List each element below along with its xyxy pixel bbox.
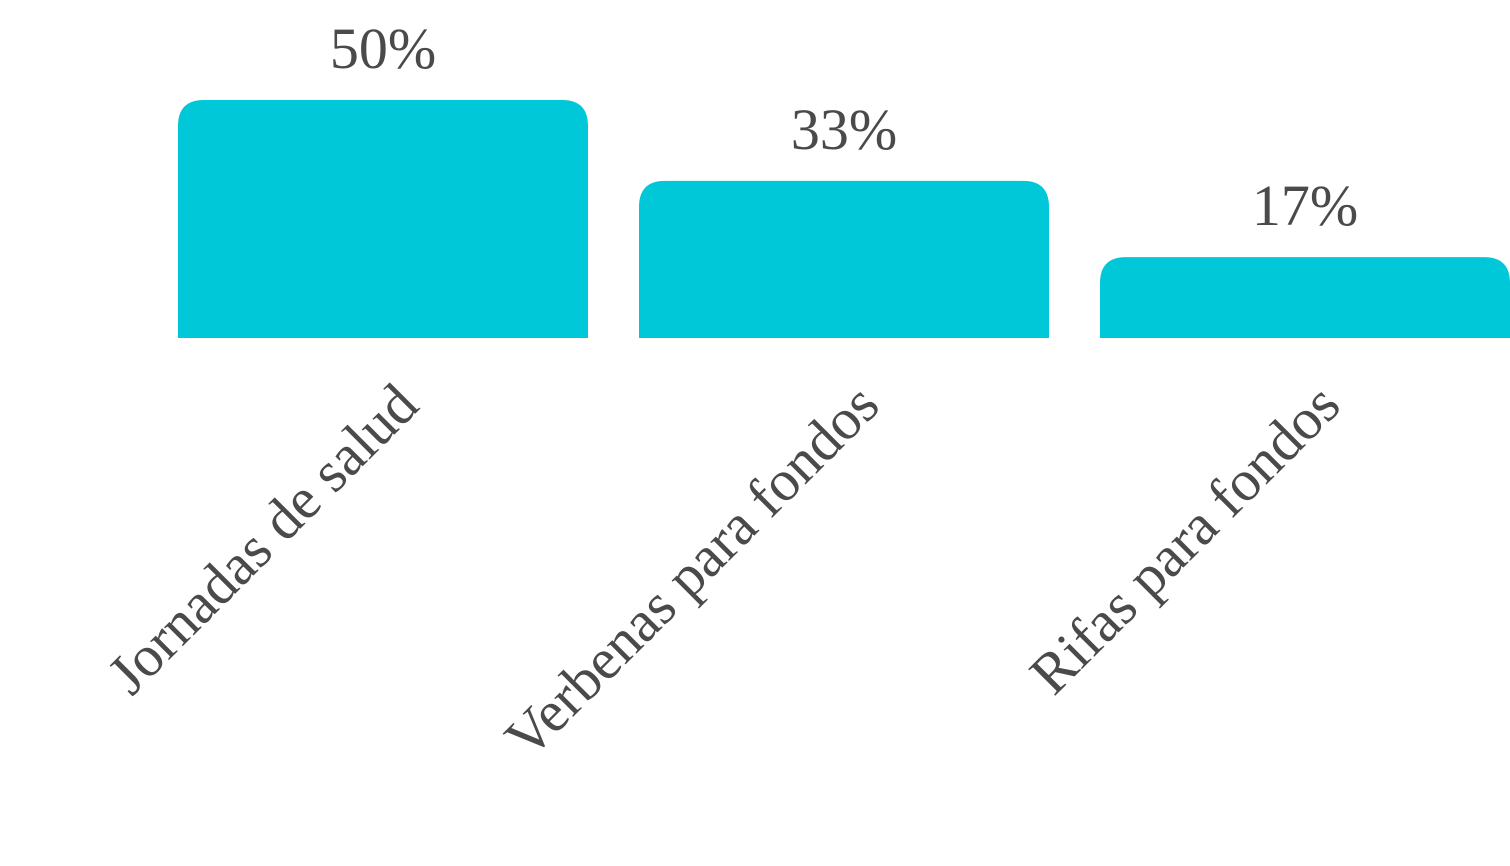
x-tick-label: Verbenas para fondos (492, 371, 891, 770)
bar (178, 100, 588, 338)
value-label: 17% (1252, 173, 1358, 238)
value-label: 33% (791, 97, 897, 162)
x-tick-label: Rifas para fondos (1017, 371, 1352, 706)
value-label: 50% (330, 16, 436, 81)
x-tick-label: Jornadas de salud (95, 371, 430, 706)
bar (1100, 257, 1510, 338)
bar (639, 180, 1049, 338)
